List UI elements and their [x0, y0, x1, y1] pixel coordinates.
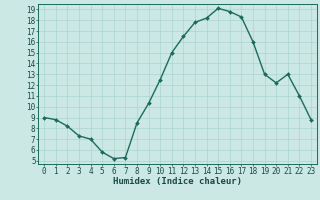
X-axis label: Humidex (Indice chaleur): Humidex (Indice chaleur): [113, 177, 242, 186]
